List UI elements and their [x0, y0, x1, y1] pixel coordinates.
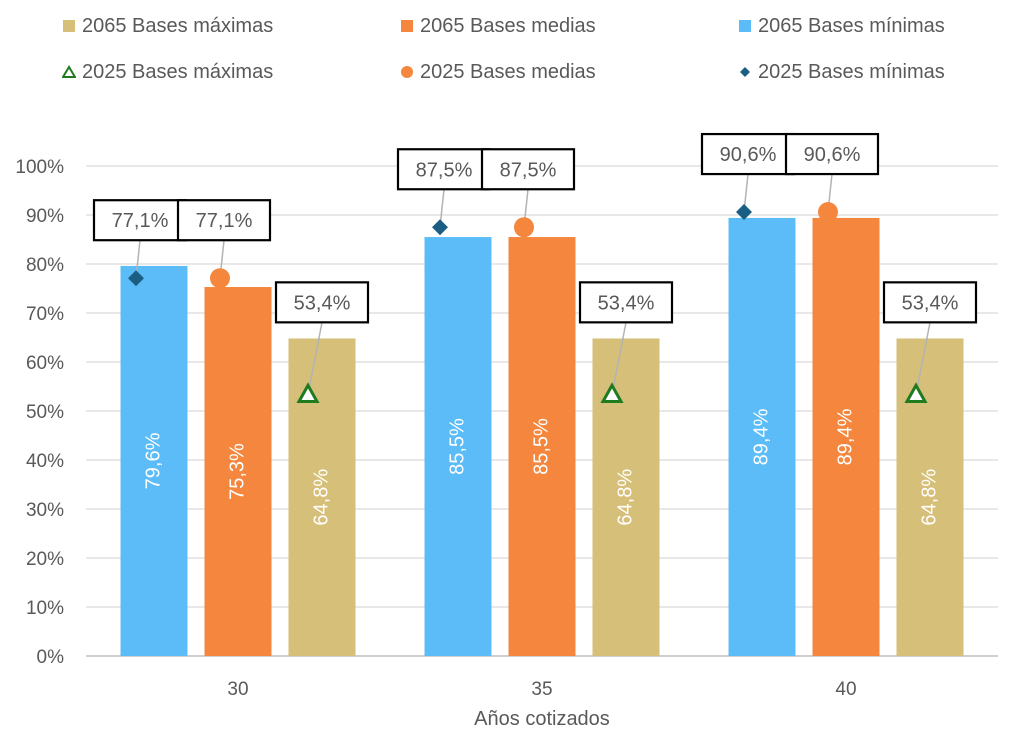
- y-tick-label: 60%: [26, 353, 64, 374]
- legend-label: 2025 Bases mínimas: [758, 60, 945, 83]
- bar-data-label: 64,8%: [918, 469, 940, 526]
- legend-item-2025-medias: 2025 Bases medias: [400, 57, 596, 87]
- marker-diamond: [432, 219, 448, 236]
- callout-box: [176, 199, 272, 242]
- y-tick-label: 20%: [26, 549, 64, 570]
- bar-data-label: 79,6%: [142, 432, 164, 489]
- legend-item-2065-maximas: 2065 Bases máximas: [62, 11, 273, 41]
- x-tick-label: 40: [835, 679, 856, 700]
- bar-data-label: 64,8%: [310, 469, 332, 526]
- legend-triangle-2025-maximas: [61, 65, 77, 78]
- callout-box: [784, 132, 880, 176]
- callout-leader-line: [307, 322, 323, 395]
- y-tick-label: 80%: [26, 255, 64, 276]
- y-tick-label: 10%: [26, 598, 64, 619]
- legend-item-2025-minimas: 2025 Bases mínimas: [738, 57, 945, 87]
- chart-legend: 2065 Bases máximas 2065 Bases medias 206…: [0, 0, 1024, 110]
- marker-circle: [514, 217, 534, 238]
- legend-square-icon: [738, 19, 752, 33]
- callout-leader-line: [611, 322, 627, 395]
- x-tick-label: 35: [531, 679, 552, 700]
- callout-box: [700, 132, 796, 176]
- callout-box: [882, 281, 978, 324]
- callout-label: 53,4%: [598, 292, 655, 314]
- legend-label: 2065 Bases mínimas: [758, 14, 945, 37]
- x-axis-title: Años cotizados: [474, 708, 610, 730]
- legend-circle-2025-medias: [401, 66, 413, 78]
- circle-icon: [400, 65, 414, 79]
- bar: [812, 217, 880, 656]
- legend-square-icon: [62, 19, 76, 33]
- bar-data-label: 75,3%: [226, 443, 248, 500]
- callout-box: [480, 148, 576, 191]
- bar: [508, 237, 576, 657]
- bar: [204, 287, 272, 656]
- y-tick-label: 70%: [26, 304, 64, 325]
- triangle-icon: [61, 65, 77, 79]
- bar: [896, 338, 964, 656]
- legend-square-2065-maximas: [63, 20, 75, 32]
- y-tick-label: 0%: [37, 647, 65, 668]
- bar: [592, 338, 660, 656]
- callout-label: 77,1%: [196, 210, 253, 232]
- marker-circle: [818, 202, 838, 223]
- callout-box: [396, 148, 492, 191]
- legend-item-2025-maximas: 2025 Bases máximas: [61, 57, 274, 87]
- marker-triangle: [904, 382, 928, 404]
- bar: [424, 237, 492, 657]
- y-tick-label: 90%: [26, 206, 64, 227]
- y-tick-label: 30%: [26, 500, 64, 521]
- y-tick-label: 40%: [26, 451, 64, 472]
- callout-label: 87,5%: [416, 159, 473, 181]
- legend-square-2065-minimas: [739, 20, 751, 32]
- bar: [120, 265, 188, 656]
- legend-item-2065-medias: 2065 Bases medias: [400, 11, 596, 41]
- x-tick-label: 30: [227, 679, 248, 700]
- y-tick-label: 50%: [26, 402, 64, 423]
- legend-item-2065-minimas: 2065 Bases mínimas: [738, 11, 945, 41]
- diamond-icon: [738, 65, 752, 79]
- bar-data-label: 89,4%: [834, 408, 856, 465]
- callout-box: [274, 281, 370, 324]
- bar-data-label: 85,5%: [446, 418, 468, 475]
- callout-box: [92, 199, 188, 242]
- legend-square-icon: [400, 19, 414, 33]
- marker-triangle: [296, 382, 320, 404]
- bar: [728, 217, 796, 656]
- callout-box: [578, 281, 674, 324]
- bar-data-label: 85,5%: [530, 418, 552, 475]
- legend-label: 2025 Bases medias: [420, 60, 596, 83]
- legend-square-2065-medias: [401, 20, 413, 32]
- marker-triangle: [600, 382, 624, 404]
- marker-circle: [210, 268, 230, 289]
- legend-diamond-2025-minimas: [740, 67, 750, 77]
- legend-label: 2025 Bases máximas: [82, 60, 274, 83]
- callout-label: 53,4%: [294, 292, 351, 314]
- callout-label: 90,6%: [804, 144, 861, 166]
- bar: [288, 338, 356, 656]
- callout-label: 53,4%: [902, 292, 959, 314]
- marker-diamond: [736, 204, 752, 221]
- bar-data-label: 64,8%: [614, 469, 636, 526]
- legend-label: 2065 Bases medias: [420, 14, 596, 37]
- callout-leader-line: [915, 322, 931, 395]
- bar-data-label: 89,4%: [750, 408, 772, 465]
- callout-label: 77,1%: [112, 210, 169, 232]
- y-tick-label: 100%: [15, 157, 64, 178]
- marker-diamond: [128, 270, 144, 287]
- callout-label: 87,5%: [500, 159, 557, 181]
- legend-label: 2065 Bases máximas: [82, 14, 274, 37]
- callout-label: 90,6%: [720, 144, 777, 166]
